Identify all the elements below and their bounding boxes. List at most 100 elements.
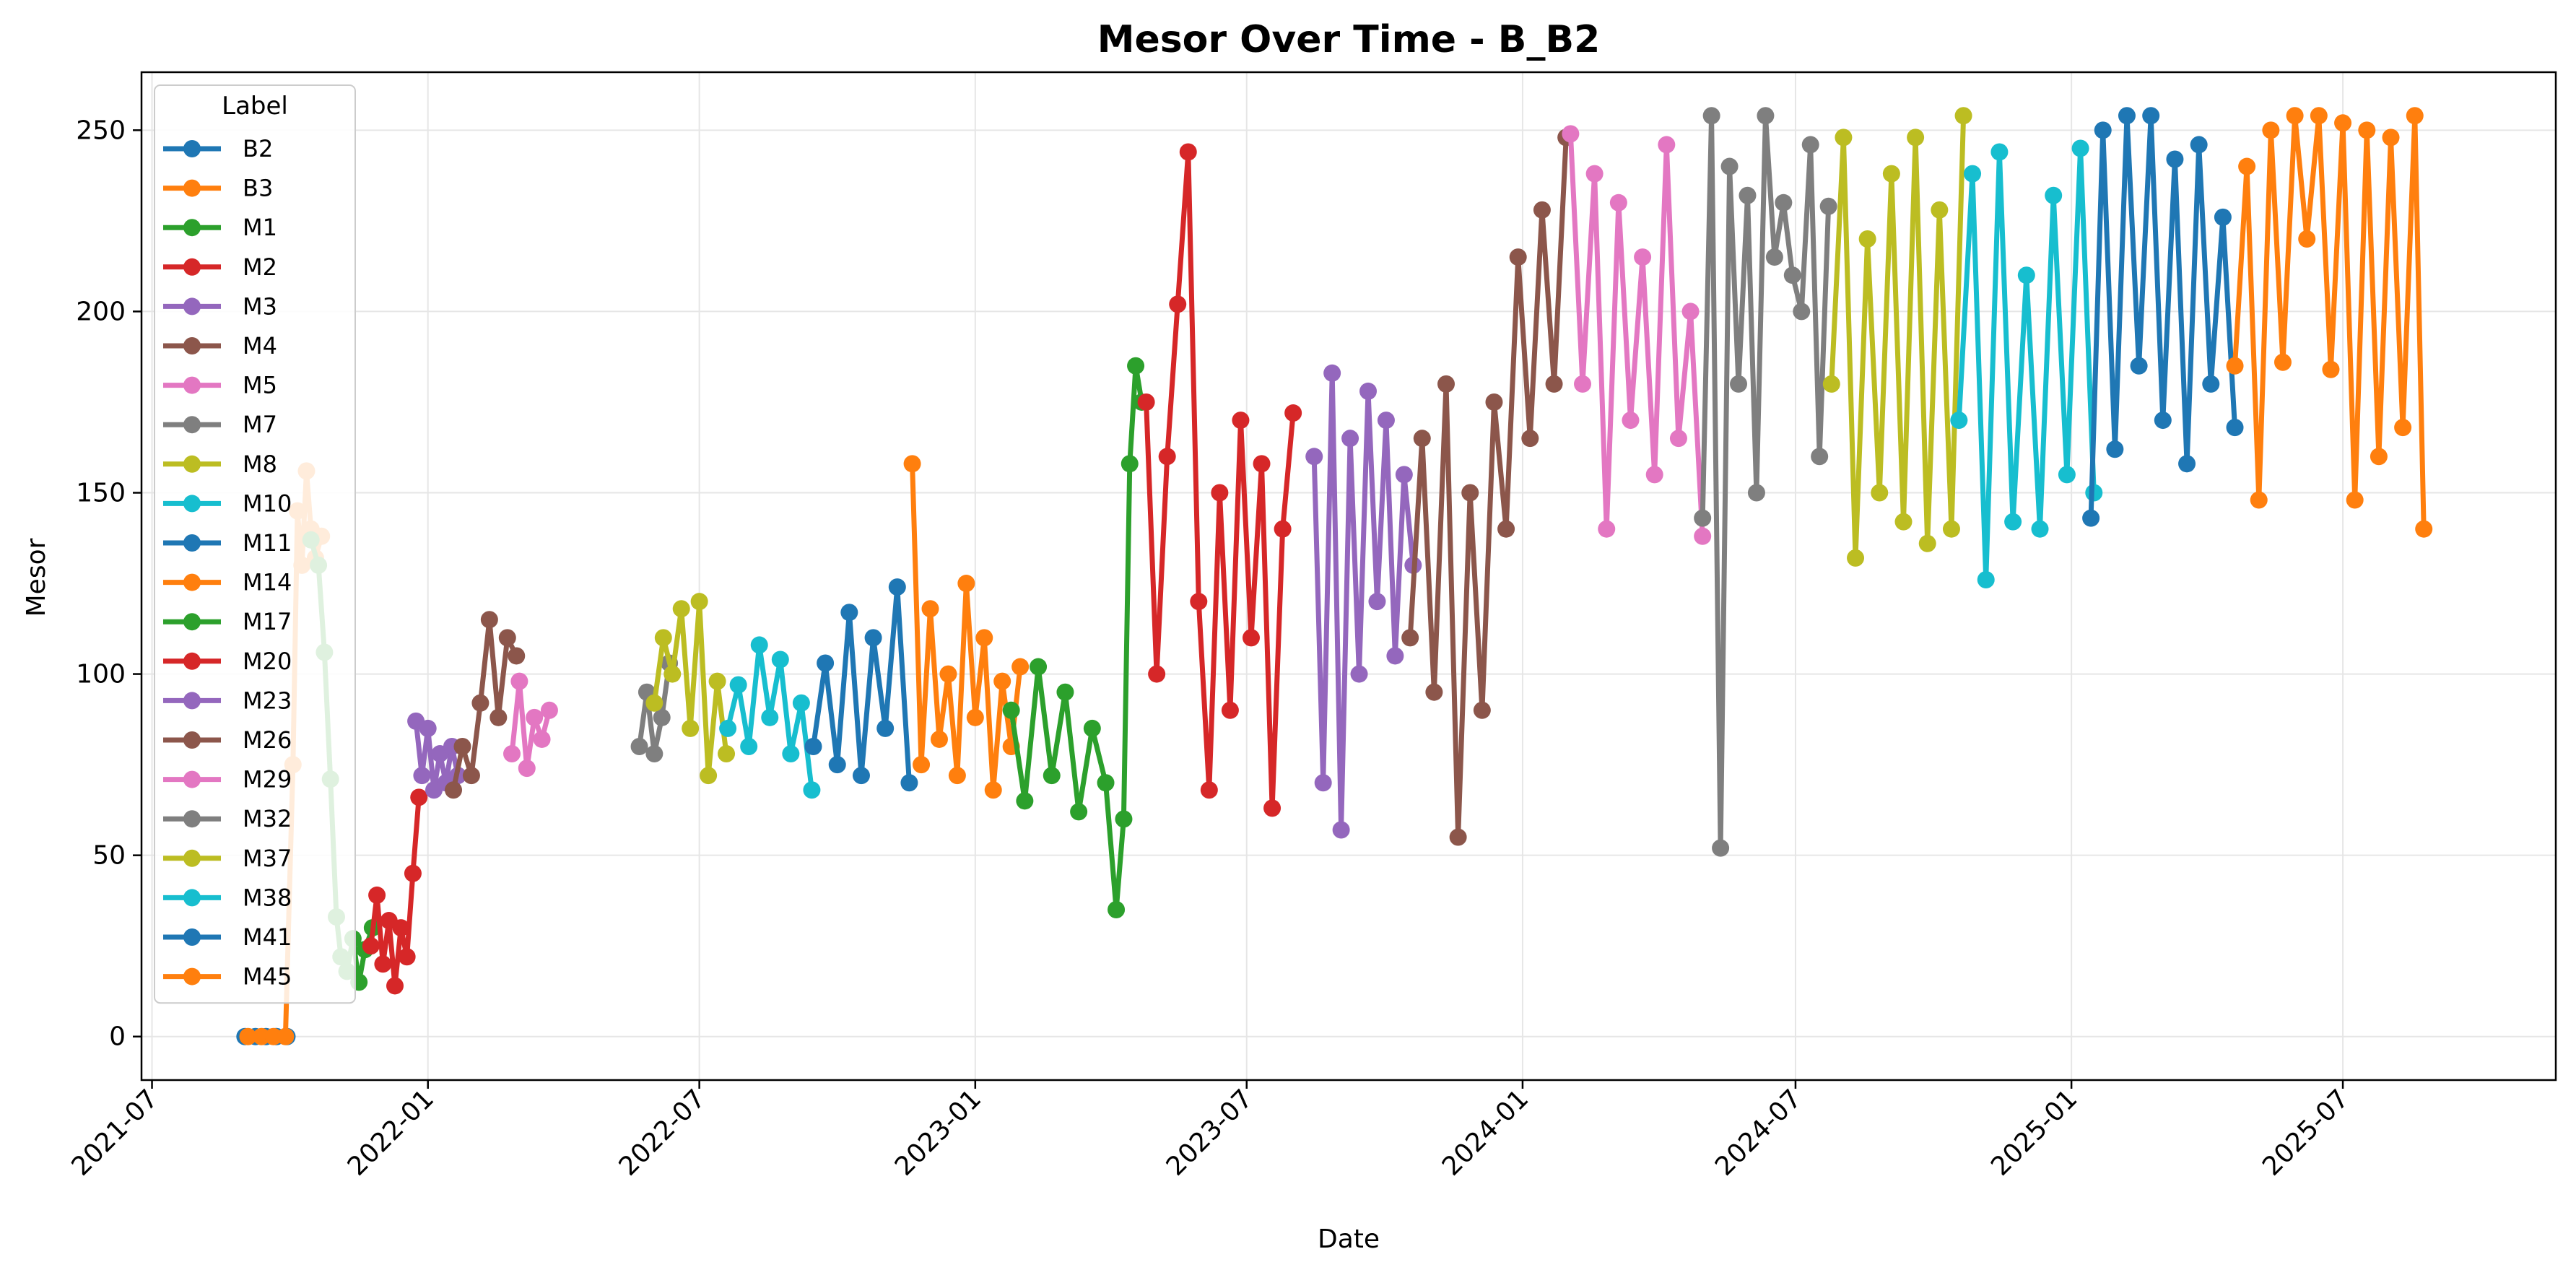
data-point — [2298, 230, 2316, 248]
data-point — [1253, 455, 1271, 473]
data-point — [1043, 767, 1061, 785]
x-axis-label: Date — [1318, 1224, 1380, 1254]
legend-marker — [183, 416, 201, 434]
data-point — [1449, 828, 1467, 846]
legend-label: M14 — [243, 569, 292, 596]
data-point — [1634, 248, 1652, 266]
legend-marker — [183, 692, 201, 710]
legend-item-M7: M7 — [163, 411, 277, 438]
data-point — [1274, 520, 1292, 538]
series-M37 — [1822, 107, 1972, 567]
data-point — [771, 650, 789, 669]
legend-marker — [183, 179, 201, 197]
data-point — [864, 629, 882, 647]
series-M10 — [719, 636, 821, 799]
data-point — [2130, 357, 2148, 375]
data-point — [413, 767, 431, 785]
data-point — [1263, 799, 1282, 817]
data-point — [1232, 412, 1250, 430]
data-point — [1977, 571, 1995, 589]
series-M45 — [2226, 107, 2433, 538]
legend-marker — [183, 573, 201, 591]
data-point — [921, 600, 939, 618]
data-point — [1598, 520, 1616, 538]
data-point — [419, 719, 437, 737]
legend-item-M32: M32 — [163, 805, 292, 832]
data-point — [1609, 193, 1627, 212]
legend-item-M38: M38 — [163, 884, 292, 911]
legend-label: M1 — [243, 214, 277, 241]
data-point — [2322, 360, 2340, 378]
data-point — [1211, 484, 1229, 502]
data-point — [540, 701, 558, 719]
data-point — [2190, 136, 2208, 154]
data-point — [2273, 353, 2292, 371]
data-point — [1545, 375, 1563, 393]
legend-item-M41: M41 — [163, 923, 292, 951]
data-point — [1622, 412, 1640, 430]
data-point — [1437, 375, 1455, 393]
data-point — [1765, 248, 1783, 266]
data-point — [471, 694, 489, 712]
data-point — [653, 708, 671, 726]
data-point — [1950, 412, 1968, 430]
legend-box — [154, 84, 356, 1004]
legend-item-M10: M10 — [163, 489, 292, 517]
legend-label: M2 — [243, 253, 277, 281]
legend-item-M3: M3 — [163, 292, 277, 320]
data-point — [1783, 266, 1801, 284]
series-M11 — [804, 578, 918, 792]
legend-marker — [183, 810, 201, 828]
data-point — [1083, 719, 1101, 737]
data-point — [1775, 193, 1793, 212]
data-point — [239, 1027, 257, 1045]
data-point — [277, 1027, 295, 1045]
series-M26 — [1401, 129, 1575, 846]
data-point — [2154, 412, 2172, 430]
data-point — [2310, 107, 2328, 125]
data-point — [1359, 382, 1378, 400]
legend-label: M29 — [243, 766, 292, 793]
legend-label: M17 — [243, 608, 292, 635]
data-point — [498, 629, 516, 647]
data-point — [1401, 629, 1419, 647]
data-point — [2178, 455, 2196, 473]
data-point — [804, 738, 822, 756]
legend-marker — [183, 731, 201, 749]
data-point — [2058, 466, 2076, 484]
data-point — [888, 578, 906, 596]
data-point — [264, 1027, 282, 1045]
data-point — [2142, 107, 2160, 125]
data-point — [900, 774, 918, 792]
data-point — [1858, 230, 1876, 248]
y-axis-label: Mesor — [22, 538, 51, 617]
data-point — [2382, 129, 2400, 147]
legend-label: M11 — [243, 529, 292, 557]
legend-label: M26 — [243, 726, 292, 754]
data-point — [510, 672, 528, 690]
data-point — [1179, 143, 1197, 161]
legend-label: B2 — [243, 135, 273, 162]
legend-label: M4 — [243, 332, 277, 360]
legend-item-M20: M20 — [163, 648, 292, 675]
data-point — [1757, 107, 1775, 125]
data-point — [1200, 781, 1218, 799]
data-point — [700, 767, 718, 785]
data-point — [1395, 466, 1413, 484]
legend-marker — [183, 849, 201, 867]
axes-frame — [140, 71, 2557, 1082]
data-point — [828, 756, 846, 774]
data-point — [1645, 466, 1663, 484]
series-M14 — [903, 455, 1030, 799]
data-point — [1137, 393, 1155, 411]
legend-label: M7 — [243, 411, 277, 438]
data-point — [374, 955, 392, 973]
data-point — [1108, 900, 1126, 918]
y-tick-label: 100 — [76, 660, 126, 689]
data-point — [1658, 136, 1676, 154]
data-point — [1030, 658, 1048, 676]
data-point — [1350, 665, 1368, 683]
data-point — [975, 629, 993, 647]
data-point — [1720, 157, 1739, 175]
